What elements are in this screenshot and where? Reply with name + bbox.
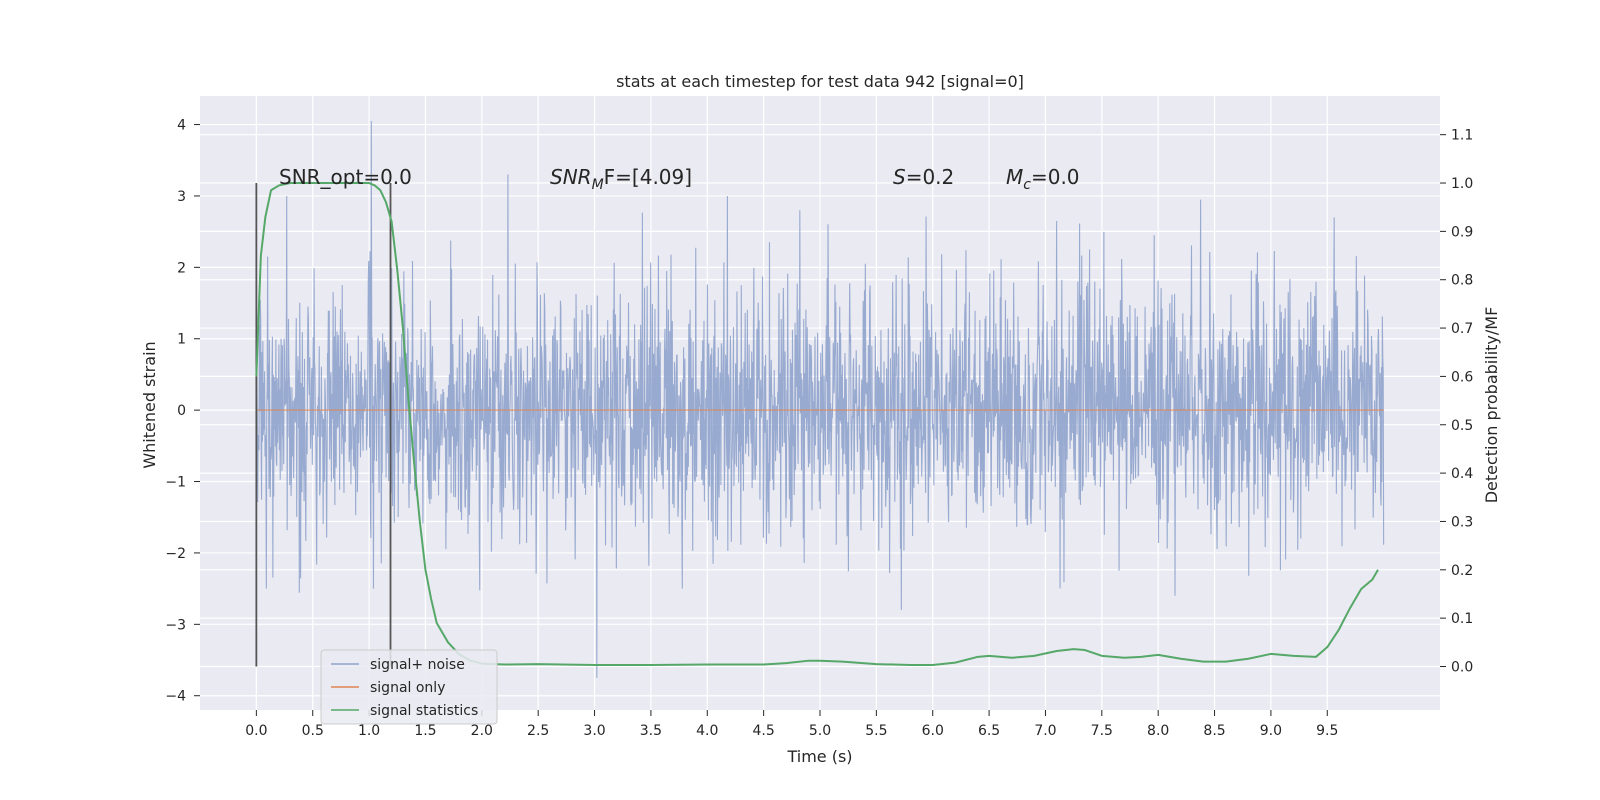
x-tick-label: 2.0 [471,723,493,739]
legend: signal+ noise signal only signal statist… [320,649,498,725]
legend-label-stats: signal statistics [370,703,478,719]
statistics-series [255,182,1379,667]
x-tick-label: 1.0 [358,723,380,739]
noise-line [255,120,1385,678]
y-tick-label: −4 [165,689,186,705]
y2-axis-label: Detection probability/MF [1482,307,1501,504]
s-value: =0.2 [906,165,955,189]
y-tick-label: 4 [177,118,186,134]
y2-tick-label: 0.0 [1451,659,1473,675]
y2-tick-label: 0.8 [1451,273,1473,289]
x-tick-label: 6.0 [922,723,944,739]
snr-mf-value: F=[4.09] [604,165,692,189]
s-annotation: S=0.2 [893,165,954,189]
snr-mf-annotation: SNRMF=[4.09] [550,165,692,193]
x-tick-label: 1.5 [414,723,436,739]
y-axis-label: Whitened strain [140,341,159,468]
x-tick-label: 3.0 [583,723,605,739]
x-tick-label: 4.0 [696,723,718,739]
y-tick-label: 3 [177,189,186,205]
x-tick-label: 6.5 [978,723,1000,739]
x-tick-label: 2.5 [527,723,549,739]
x-tick-label: 8.5 [1203,723,1225,739]
legend-label-noise: signal+ noise [370,657,465,673]
mc-subscript: c [1023,177,1031,193]
mc-base: M [1006,165,1023,189]
noise-series [255,120,1385,678]
legend-box [320,649,498,725]
x-tick-label: 0.0 [245,723,267,739]
x-tick-label: 4.5 [753,723,775,739]
y2-tick-label: 0.1 [1451,611,1473,627]
y2-tick-label: 0.3 [1451,514,1473,530]
y-tick-label: 2 [177,260,186,276]
legend-label-signal: signal only [370,680,445,696]
y-tick-label: 1 [177,332,186,348]
x-tick-label: 9.5 [1316,723,1338,739]
x-tick-label: 9.0 [1260,723,1282,739]
y2-tick-label: 1.1 [1451,128,1473,144]
y-tick-label: 0 [177,403,186,419]
y2-tick-label: 0.9 [1451,224,1473,240]
x-tick-label: 0.5 [302,723,324,739]
x-tick-label: 5.5 [865,723,887,739]
y-tick-label: −1 [165,475,186,491]
x-tick-label: 7.0 [1034,723,1056,739]
snr-mf-base: SNR [550,165,592,189]
x-tick-label: 7.5 [1091,723,1113,739]
y2-tick-label: 0.7 [1451,321,1473,337]
y-tick-label: −2 [165,546,186,562]
x-axis-label: Time (s) [786,747,852,766]
y2-tick-label: 0.4 [1451,466,1473,482]
y2-tick-label: 0.5 [1451,418,1473,434]
statistics-line [255,182,1379,667]
axis-ticks: 0.0 0.5 1.0 1.5 2.0 2.5 3.0 3.5 4.0 4.5 5.0 5.5 6.0 6… [165,118,1473,739]
y2-tick-label: 0.2 [1451,563,1473,579]
snr-opt-annotation: SNR_opt=0.0 [279,165,412,189]
mc-annotation: Mc=0.0 [1006,165,1080,193]
vertical-markers [255,183,392,667]
y-tick-label: −3 [165,617,186,633]
x-tick-label: 3.5 [640,723,662,739]
y2-tick-label: 1.0 [1451,176,1473,192]
x-tick-label: 8.0 [1147,723,1169,739]
x-tick-label: 5.0 [809,723,831,739]
snr-mf-subscript: M [592,177,604,193]
mc-value: =0.0 [1031,165,1080,189]
s-label: S [893,165,906,189]
y2-tick-label: 0.6 [1451,369,1473,385]
chart-title: stats at each timestep for test data 942… [616,72,1024,91]
